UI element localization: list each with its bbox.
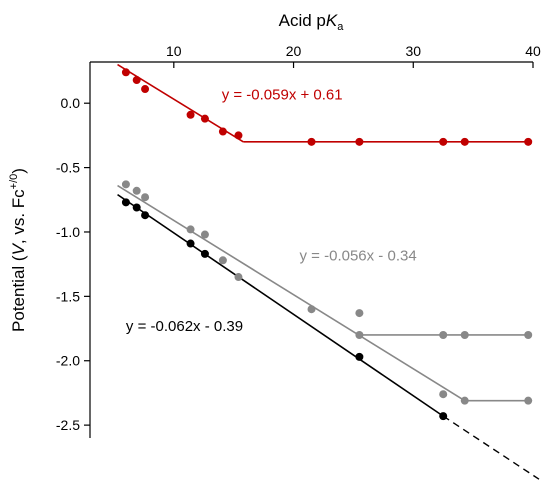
data-point [132,186,141,195]
equation-label: y = -0.056x - 0.34 [300,247,417,264]
data-point [200,114,209,123]
data-point [218,256,227,265]
ticks: 10 20 30 40 0.0 -0.5 -1.0 -1.5 -2.0 -2.5 [56,43,541,433]
data-point [186,239,195,248]
y-tick-label: -2.0 [56,353,80,369]
data-point [355,352,364,361]
x-tick-label: 40 [525,43,541,59]
x-tick-label: 30 [405,43,421,59]
equation-label: y = -0.059x + 0.61 [222,86,343,103]
data-point [132,76,141,85]
data-point [121,198,130,207]
y-tick-label: -0.5 [56,160,80,176]
y-tick-label: 0.0 [61,95,81,111]
data-point [460,396,469,405]
data-point [355,137,364,146]
x-axis-title: Acid pKa [279,11,345,33]
data-point [439,137,448,146]
extrapolation-line [442,415,540,480]
x-tick-label: 10 [166,43,182,59]
y-tick-label: -1.5 [56,288,80,304]
data-point [524,137,533,146]
x-tick-label: 20 [286,43,302,59]
equation-labels: y = -0.059x + 0.61 y = -0.056x - 0.34 y = … [126,86,417,335]
data-point [186,110,195,119]
data-point [121,68,130,77]
data-point [132,203,141,212]
fit-line [117,193,444,417]
data-point [186,225,195,234]
data-point [141,211,150,220]
data-point [307,305,316,314]
data-point [460,137,469,146]
data-point [524,396,533,405]
data-point [141,193,150,202]
data-point [439,330,448,339]
data-point [234,131,243,140]
axes [89,61,533,438]
data-point [439,390,448,399]
fit-lines [117,63,540,480]
data-point [234,273,243,282]
equation-label: y = -0.062x - 0.39 [126,318,243,335]
y-axis-title: Potential (V, vs. Fc+/0) [8,168,28,332]
data-point [200,230,209,239]
data-points [121,68,533,421]
data-point [141,85,150,94]
data-point [460,330,469,339]
y-tick-label: -1.0 [56,224,80,240]
data-point [524,330,533,339]
fit-line [117,184,466,402]
data-point [355,309,364,318]
data-point [121,180,130,189]
data-point [218,127,227,136]
data-point [307,137,316,146]
data-point [355,330,364,339]
data-point [439,412,448,421]
y-tick-label: -2.5 [56,417,80,433]
data-point [200,249,209,258]
